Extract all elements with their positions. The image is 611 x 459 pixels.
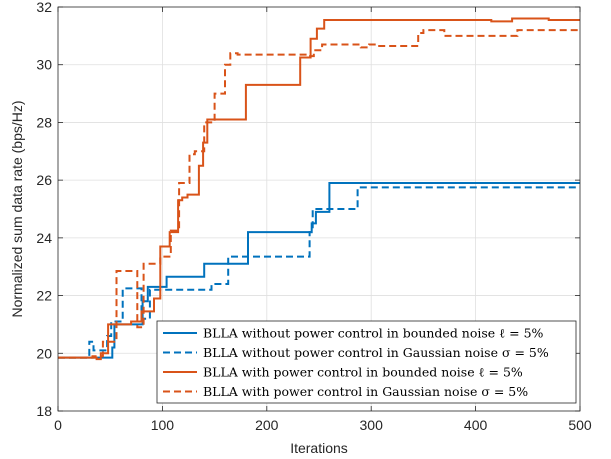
y-tick-labels: 18 20 22 24 26 28 30 32 <box>36 0 52 419</box>
x-tick-label: 100 <box>151 417 175 433</box>
legend-entry-3: BLLA with power control in bounded noise… <box>203 365 523 380</box>
x-tick-label: 200 <box>255 417 279 433</box>
x-tick-labels: 0 100 200 300 400 500 <box>54 417 592 433</box>
y-tick-label: 22 <box>36 288 52 304</box>
series-line-3 <box>58 17 580 361</box>
legend: BLLA without power control in bounded no… <box>156 320 577 404</box>
plot-frame <box>57 6 581 412</box>
y-tick-label: 20 <box>36 345 52 361</box>
legend-entry-2: BLLA without power control in Gaussian n… <box>203 345 549 360</box>
y-tick-label: 18 <box>36 403 52 419</box>
x-axis-label: Iterations <box>290 440 348 456</box>
x-tick-label: 300 <box>360 417 384 433</box>
legend-entry-4: BLLA with power control in Gaussian nois… <box>203 384 528 399</box>
legend-box <box>156 320 577 404</box>
series-line-2 <box>58 186 580 359</box>
y-tick-label: 26 <box>36 172 52 188</box>
x-tick-label: 0 <box>54 417 62 433</box>
y-axis-label: Normalized sum data rate (bps/Hz) <box>9 100 25 317</box>
series-line-4 <box>58 29 580 359</box>
x-tick-label: 500 <box>568 417 592 433</box>
x-tick-label: 400 <box>464 417 488 433</box>
y-tick-label: 28 <box>36 114 52 130</box>
y-tick-label: 24 <box>36 230 52 246</box>
grid-lines <box>58 7 580 411</box>
y-tick-label: 30 <box>36 57 52 73</box>
y-tick-label: 32 <box>36 0 52 15</box>
series-line-1 <box>58 182 580 359</box>
series-layer <box>58 17 580 361</box>
legend-entry-1: BLLA without power control in bounded no… <box>203 326 544 341</box>
axis-ticks <box>57 6 581 412</box>
